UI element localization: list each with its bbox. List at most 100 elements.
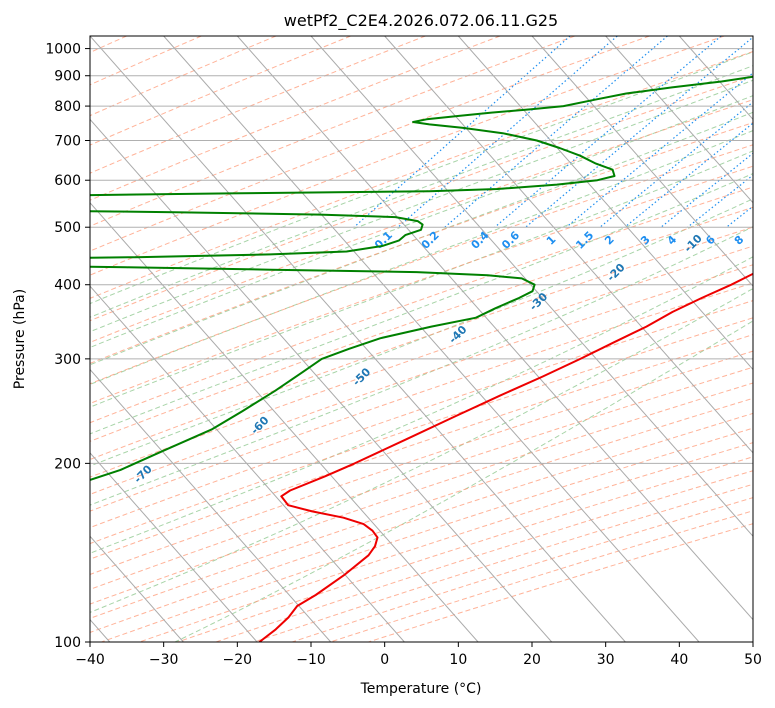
x-tick-label: −10 (296, 652, 326, 668)
mixing-ratio-label: 8 (732, 233, 747, 248)
moist-adiabat-line (90, 95, 753, 348)
x-axis-ticks: −40 −30 −20 −10 0 10 20 30 40 50 (75, 642, 762, 668)
dry-adiabat-line (90, 206, 753, 442)
mixing-ratio-line (565, 72, 753, 228)
mixing-ratio-label: 4 (665, 233, 680, 248)
moist-adiabat-line (90, 111, 753, 366)
dry-adiabat-label: -80 (19, 506, 42, 529)
moist-adiabat-line (174, 320, 753, 642)
moist-adiabat-line (90, 288, 753, 613)
dry-adiabats (90, 36, 753, 642)
dry-adiabat-line (90, 99, 753, 343)
y-tick-label: 100 (54, 635, 81, 651)
moist-adiabat-line (90, 256, 753, 554)
isotherm-line (752, 36, 753, 37)
mixing-ratio-line (660, 152, 753, 228)
dry-adiabat-line (366, 523, 753, 642)
dry-adiabat-label: -20 (604, 261, 627, 284)
dry-adiabat-line (90, 186, 753, 424)
isotherms (90, 36, 753, 642)
dry-adiabat-line (90, 317, 753, 545)
mixing-ratio-label: 1.5 (573, 229, 596, 252)
dry-adiabat-label: -60 (248, 414, 271, 437)
y-tick-label: 600 (54, 173, 81, 189)
dry-adiabat-line (138, 442, 753, 642)
isotherm-line (384, 36, 753, 454)
x-tick-label: 0 (380, 652, 389, 668)
mixing-ratio-line (444, 36, 668, 228)
dry-adiabat-label: -30 (527, 290, 550, 313)
mixing-ratio-line (353, 36, 571, 228)
moist-adiabat-line (90, 226, 753, 506)
y-axis-label: Pressure (hPa) (12, 289, 28, 389)
mixing-ratio-label: 6 (703, 233, 718, 248)
moist-adiabat-line (90, 198, 753, 467)
pressure-gridlines (90, 48, 753, 642)
dry-adiabat-line (90, 282, 753, 512)
dry-adiabat-line (90, 350, 753, 575)
dry-adiabat-line (214, 470, 753, 642)
dry-adiabat-line (176, 456, 753, 642)
isotherm-line (90, 285, 405, 642)
plot-area: 0.10.20.40.611.52346810131620253036-100-… (19, 36, 775, 642)
moist-adiabat-line (90, 173, 753, 435)
dry-adiabat-line (252, 483, 753, 642)
mixing-ratio-label: 0.6 (499, 229, 522, 252)
isotherm-line (90, 452, 258, 642)
mixing-ratio-line (687, 174, 753, 228)
mixing-ratio-line (599, 101, 753, 228)
isotherm-line (310, 36, 753, 538)
dry-adiabat-line (90, 165, 753, 404)
dry-adiabat-line (90, 264, 753, 495)
x-tick-label: −40 (75, 652, 105, 668)
x-tick-label: 40 (670, 652, 688, 668)
dry-adiabat-line (90, 334, 753, 560)
dry-adiabat-label: -70 (131, 462, 154, 485)
mixing-ratio-label: 0.2 (419, 229, 442, 252)
dry-adiabat-line (90, 75, 753, 322)
isotherm-line (678, 36, 753, 121)
chart-title: wetPf2_C2E4.2026.072.06.11.G25 (284, 11, 558, 31)
dry-adiabat-line (90, 144, 753, 385)
isotherm-line (90, 36, 626, 642)
isotherm-line (90, 118, 553, 642)
dry-adiabat-line (90, 366, 753, 590)
y-tick-label: 900 (54, 69, 81, 85)
mixing-ratio-lines (353, 36, 775, 228)
x-axis-label: Temperature (°C) (360, 681, 482, 697)
dry-adiabat-line (90, 245, 753, 478)
mixing-ratio-label: 1 (544, 233, 559, 248)
mixing-ratio-line (755, 36, 775, 227)
dry-adiabat-label: -40 (446, 323, 469, 346)
isotherm-line (90, 202, 479, 642)
y-tick-label: 400 (54, 278, 81, 294)
y-tick-label: 800 (54, 99, 81, 115)
y-axis-ticks: 100 200 300 400 500 600 700 800 900 1000 (45, 42, 90, 651)
isotherm-line (531, 36, 753, 287)
x-tick-label: 50 (744, 652, 762, 668)
isotherm-line (236, 36, 753, 621)
dry-adiabat-line (90, 226, 753, 461)
y-tick-label: 200 (54, 456, 81, 472)
dry-adiabat-line (90, 382, 753, 605)
moist-adiabat-line (90, 65, 753, 318)
y-tick-label: 300 (54, 352, 81, 368)
mixing-ratio-line (494, 36, 722, 228)
mixing-ratio-line (525, 36, 753, 228)
isotherm-line (605, 36, 753, 204)
moist-adiabats (90, 51, 753, 642)
dry-adiabat-line (90, 36, 501, 201)
dry-adiabat-line (90, 122, 753, 364)
mixing-ratio-label: 3 (638, 233, 653, 248)
mixing-ratio-label: 2 (602, 233, 617, 248)
dry-adiabat-label: -50 (350, 365, 373, 388)
x-tick-label: −20 (223, 652, 253, 668)
x-tick-label: 20 (523, 652, 541, 668)
dry-adiabat-line (90, 36, 351, 146)
moist-adiabat-line (90, 150, 753, 408)
dry-adiabat-line (99, 427, 753, 642)
x-tick-label: −30 (149, 652, 179, 668)
temperature-profile (258, 272, 753, 642)
dry-adiabat-line (328, 510, 753, 642)
